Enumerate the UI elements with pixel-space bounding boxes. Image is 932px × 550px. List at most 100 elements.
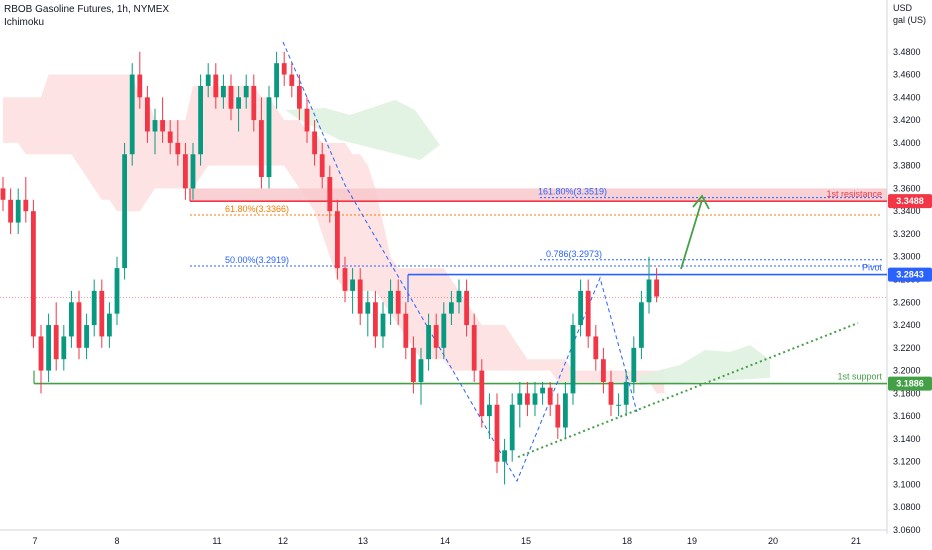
candle-body bbox=[525, 393, 530, 405]
ichimoku-cloud-green bbox=[285, 100, 440, 160]
ichimoku-cloud-green-2 bbox=[640, 345, 770, 385]
candle-body bbox=[228, 85, 234, 109]
price-level-badge bbox=[888, 376, 932, 391]
candle-body bbox=[426, 325, 431, 360]
y-tick-label: 3.2600 bbox=[893, 297, 921, 307]
candle-body bbox=[31, 211, 36, 337]
price-level-badge-label: 3.1886 bbox=[896, 379, 924, 389]
candle-body bbox=[433, 325, 439, 348]
candle-body bbox=[46, 325, 51, 371]
candle-body bbox=[547, 387, 553, 405]
y-tick-label: 3.1000 bbox=[893, 480, 921, 490]
y-tick-label: 3.3400 bbox=[893, 206, 921, 216]
candle-body bbox=[578, 290, 583, 326]
candle-body bbox=[570, 325, 576, 394]
candle-body bbox=[403, 313, 409, 348]
candle-body bbox=[243, 85, 249, 98]
zigzag-pattern bbox=[282, 41, 638, 483]
x-tick-label: 11 bbox=[212, 536, 221, 546]
fib-level-label: 161.80%(3.3519) bbox=[538, 187, 607, 197]
x-tick-label: 15 bbox=[521, 536, 531, 546]
x-tick-label: 7 bbox=[32, 536, 37, 546]
candle-body bbox=[198, 85, 203, 155]
candle-body bbox=[487, 404, 492, 417]
target-arrow bbox=[680, 199, 703, 270]
x-tick-label: 21 bbox=[851, 536, 861, 546]
candle-body bbox=[213, 74, 219, 98]
candle-body bbox=[129, 74, 135, 155]
candle-body bbox=[152, 120, 158, 132]
candle-body bbox=[365, 302, 371, 314]
x-tick-label: 8 bbox=[114, 536, 119, 546]
fib-level-label: 61.80%(3.3366) bbox=[225, 204, 289, 214]
candle-body bbox=[236, 97, 241, 109]
candle-body bbox=[601, 359, 606, 382]
y-axis-unit: USD bbox=[893, 3, 913, 13]
price-level-badge bbox=[888, 194, 932, 209]
candle-body bbox=[411, 347, 416, 382]
candle-body bbox=[107, 313, 112, 337]
candle-body bbox=[388, 290, 393, 314]
candle-body bbox=[114, 268, 120, 314]
candle-body bbox=[15, 199, 21, 223]
x-tick-label: 12 bbox=[278, 536, 288, 546]
y-tick-label: 3.0600 bbox=[893, 525, 921, 535]
candle-body bbox=[84, 325, 89, 348]
y-tick-label: 3.4600 bbox=[893, 70, 921, 80]
price-level-name: 1st support bbox=[837, 372, 882, 382]
candle-body bbox=[69, 302, 74, 337]
x-tick-label: 14 bbox=[440, 536, 450, 546]
candle-body bbox=[449, 302, 454, 314]
candle-body bbox=[319, 154, 325, 178]
target-arrow-head bbox=[692, 194, 710, 210]
candle-body bbox=[23, 199, 29, 212]
y-tick-label: 3.3600 bbox=[893, 183, 921, 193]
y-tick-label: 3.2000 bbox=[893, 366, 921, 376]
candle-body bbox=[623, 381, 629, 405]
candle-body bbox=[479, 370, 485, 417]
candle-body bbox=[502, 450, 507, 462]
y-tick-label: 3.1200 bbox=[893, 457, 921, 467]
candle-body bbox=[335, 211, 340, 269]
fib-level-label: 0.786(3.2973) bbox=[546, 249, 602, 259]
chart-title: RBOB Gasoline Futures, 1h, NYMEX bbox=[4, 4, 170, 15]
candle-body bbox=[540, 387, 545, 394]
y-tick-label: 3.0800 bbox=[893, 502, 921, 512]
candle-body bbox=[608, 381, 614, 405]
candle-body bbox=[53, 325, 59, 360]
candle-body bbox=[137, 74, 143, 98]
price-level-badge-label: 3.3488 bbox=[896, 196, 924, 206]
price-level-badge bbox=[888, 267, 932, 282]
candle-body bbox=[221, 85, 226, 98]
candle-body bbox=[99, 290, 105, 337]
candle-body bbox=[145, 97, 150, 132]
candle-body bbox=[532, 393, 538, 405]
candle-body bbox=[639, 302, 644, 348]
candle-body bbox=[517, 393, 523, 405]
y-tick-label: 3.1600 bbox=[893, 411, 921, 421]
candle-body bbox=[494, 404, 500, 462]
candle-body bbox=[631, 347, 637, 382]
candle-body bbox=[175, 142, 181, 155]
candles bbox=[0, 51, 659, 485]
candle-body bbox=[380, 313, 386, 337]
candle-body bbox=[350, 279, 355, 291]
candle-body bbox=[297, 85, 302, 109]
candle-body bbox=[471, 325, 477, 371]
candle-body bbox=[61, 336, 67, 360]
y-tick-label: 3.4000 bbox=[893, 138, 921, 148]
candle-body bbox=[190, 154, 196, 189]
y-tick-label: 3.1400 bbox=[893, 434, 921, 444]
y-tick-label: 3.4800 bbox=[893, 47, 921, 57]
candle-body bbox=[373, 302, 378, 337]
candle-body bbox=[259, 120, 264, 178]
y-tick-label: 3.4200 bbox=[893, 115, 921, 125]
y-tick-label: 3.1800 bbox=[893, 388, 921, 398]
fib-level-label: 50.00%(3.2919) bbox=[225, 255, 289, 265]
indicator-name: Ichimoku bbox=[4, 17, 45, 28]
ichimoku-cloud bbox=[3, 74, 665, 394]
candle-body bbox=[646, 279, 652, 303]
x-tick-label: 18 bbox=[622, 536, 632, 546]
